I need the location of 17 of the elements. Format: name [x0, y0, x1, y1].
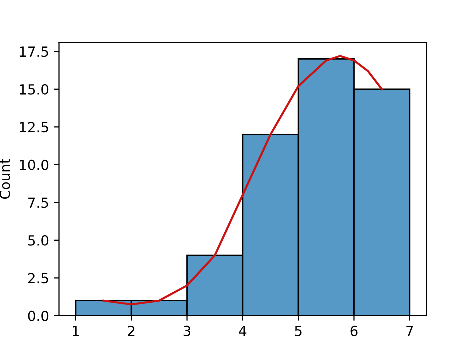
x-tick-label: 6: [350, 326, 358, 336]
y-tick-label: 12.5: [20, 122, 48, 133]
y-tick-label: 7.5: [28, 198, 48, 208]
x-tick-label: 4: [239, 326, 247, 336]
x-tick-label: 7: [406, 326, 414, 336]
y-tick-label: 17.5: [20, 46, 48, 58]
y-tick-label: 0.0: [28, 310, 49, 322]
x-tick-label: 5: [295, 326, 302, 336]
y-tick-label: 10.0: [20, 160, 49, 170]
y-tick-label: 2.5: [28, 273, 48, 284]
y-axis-title: Count: [0, 158, 10, 200]
x-tick-label: 2: [128, 326, 135, 336]
y-tick-label: 5.0: [28, 235, 49, 246]
x-tick-label: 3: [184, 326, 191, 336]
line-series: [102, 55, 384, 306]
x-tick-label: 1: [73, 326, 80, 336]
y-tick-label: 15.0: [20, 84, 49, 95]
